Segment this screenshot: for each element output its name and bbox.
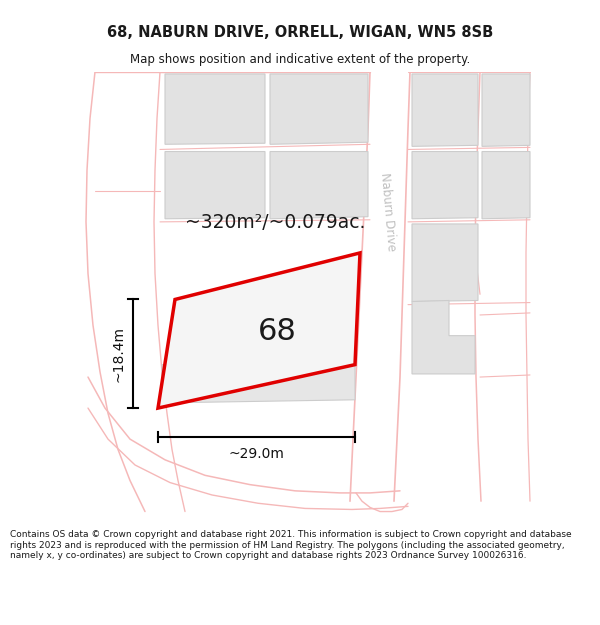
- Polygon shape: [162, 361, 355, 403]
- Polygon shape: [270, 151, 368, 219]
- Polygon shape: [165, 151, 265, 219]
- Polygon shape: [482, 74, 530, 146]
- Polygon shape: [270, 74, 368, 144]
- Polygon shape: [165, 74, 265, 144]
- Polygon shape: [412, 224, 478, 301]
- Polygon shape: [482, 151, 530, 219]
- Text: Naburn Drive: Naburn Drive: [378, 172, 398, 251]
- Text: 68: 68: [257, 317, 296, 346]
- Polygon shape: [158, 253, 360, 408]
- Polygon shape: [412, 301, 475, 374]
- Polygon shape: [412, 151, 478, 219]
- Text: ~29.0m: ~29.0m: [229, 448, 284, 461]
- Text: ~18.4m: ~18.4m: [112, 326, 126, 382]
- Text: Contains OS data © Crown copyright and database right 2021. This information is : Contains OS data © Crown copyright and d…: [10, 530, 571, 560]
- Text: ~320m²/~0.079ac.: ~320m²/~0.079ac.: [185, 213, 365, 232]
- Text: Map shows position and indicative extent of the property.: Map shows position and indicative extent…: [130, 53, 470, 66]
- Polygon shape: [412, 74, 478, 146]
- Text: 68, NABURN DRIVE, ORRELL, WIGAN, WN5 8SB: 68, NABURN DRIVE, ORRELL, WIGAN, WN5 8SB: [107, 25, 493, 40]
